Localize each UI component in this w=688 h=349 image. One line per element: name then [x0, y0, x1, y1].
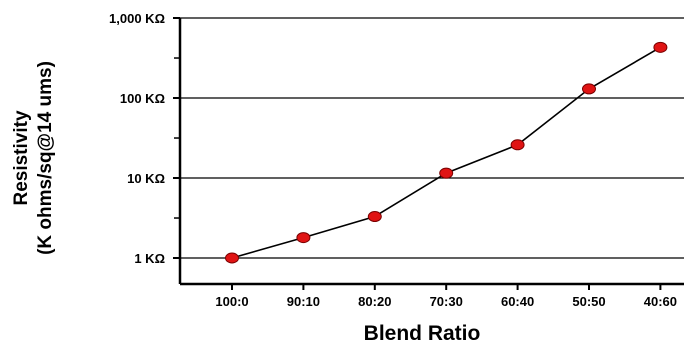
- data-point-60-40: [510, 139, 525, 151]
- x-tick-label-4: 60:40: [501, 294, 534, 309]
- x-tick-label-5: 50:50: [572, 294, 605, 309]
- y-tick-label-1: 10 KΩ: [127, 171, 165, 186]
- data-point-70-30: [439, 167, 454, 179]
- plot-area: 1 KΩ 10 KΩ 100 KΩ 1,000 KΩ 100:0 90:10 80:20 70…: [109, 11, 684, 309]
- x-tick-label-6: 40:60: [644, 294, 677, 309]
- series-line-0: [231, 46, 661, 259]
- data-point-100-0: [225, 252, 239, 264]
- x-tick-label-1: 90:10: [287, 294, 320, 309]
- x-tick-label-2: 80:20: [358, 294, 391, 309]
- y-tick-label-3: 1,000 KΩ: [109, 11, 165, 26]
- data-point-80-20: [367, 211, 382, 223]
- data-point-40-60: [653, 41, 668, 53]
- x-axis-title: Blend Ratio: [364, 322, 481, 345]
- data-point-50-50: [582, 83, 596, 95]
- x-tick-label-0: 100:0: [215, 294, 248, 309]
- y-tick-label-2: 100 KΩ: [120, 91, 165, 106]
- y-tick-label-0: 1 KΩ: [134, 251, 165, 266]
- x-tick-label-3: 70:30: [430, 294, 463, 309]
- y-axis-title: Resistivity (K ohms/sq@14 ums): [11, 61, 56, 255]
- data-point-90-10: [296, 232, 311, 244]
- y-axis-title-line2: (K ohms/sq@14 ums): [35, 61, 56, 255]
- y-axis-title-line1: Resistivity: [11, 110, 32, 205]
